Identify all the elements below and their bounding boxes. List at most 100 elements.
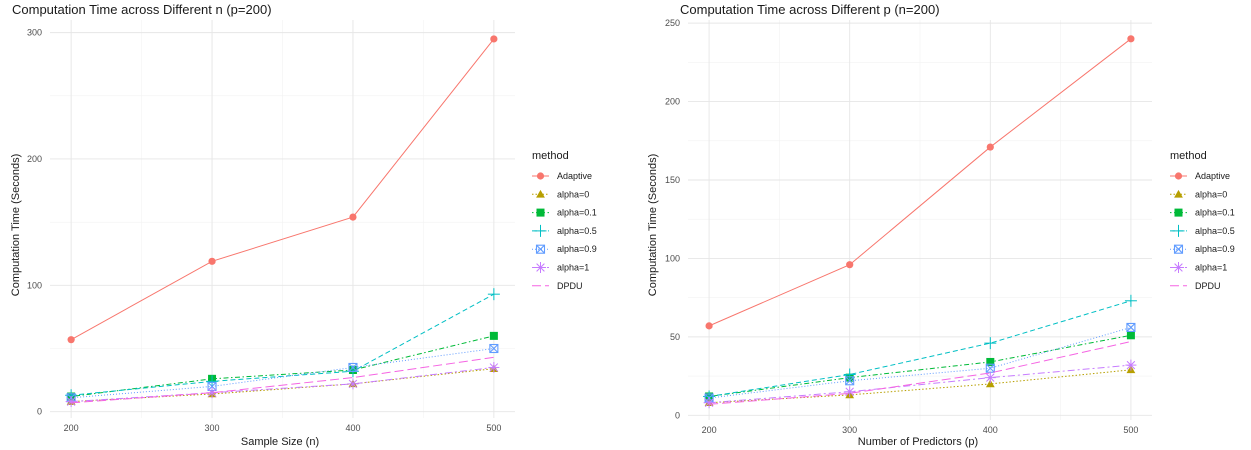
series-dpdu — [709, 341, 1132, 405]
x-tick-label: 200 — [702, 425, 717, 435]
data-point-box — [348, 362, 358, 373]
legend-label: alpha=0 — [557, 189, 589, 199]
series-line — [708, 38, 1132, 327]
legend-item: alpha=0.9 — [1170, 244, 1235, 254]
data-point — [846, 261, 854, 269]
legend-label: alpha=1 — [1195, 263, 1227, 273]
legend-label: alpha=0.9 — [1195, 244, 1235, 254]
series-alpha-0-5 — [703, 294, 1137, 403]
legend-label: Adaptive — [557, 171, 592, 181]
legend-key-marker-d2 — [536, 244, 545, 254]
data-point — [489, 331, 498, 340]
y-tick-label: 100 — [27, 280, 42, 290]
legend-key-marker-box — [1173, 244, 1184, 254]
tick-labels-left: 200 300 400 500 0 100 200 300 — [27, 28, 501, 433]
data-point — [348, 362, 358, 373]
data-point — [1127, 35, 1135, 43]
data-point — [488, 361, 500, 373]
data-point — [349, 213, 357, 221]
data-point — [487, 288, 500, 301]
legend-key-marker — [535, 262, 546, 273]
x-tick-label: 500 — [1123, 425, 1138, 435]
series-adaptive — [67, 35, 498, 344]
legend-key-marker — [536, 189, 545, 198]
y-tick-label: 100 — [665, 253, 680, 263]
legend-key-marker-box — [535, 244, 546, 254]
data-point — [986, 143, 994, 151]
legend-title-right: method — [1170, 150, 1207, 162]
legend-item: alpha=0 — [1170, 189, 1227, 199]
data-point-ray — [1126, 360, 1136, 370]
gridlines-left — [50, 20, 515, 418]
data-point-d2 — [489, 344, 499, 353]
series-line — [709, 334, 1132, 397]
gridlines-right — [688, 20, 1152, 420]
data-point-d2 — [207, 382, 217, 391]
legend-item: alpha=1 — [532, 262, 589, 273]
data-point-d2 — [985, 363, 995, 373]
chart-panel-right: Computation Time across Different p (n=2… — [647, 2, 1207, 448]
data-point — [984, 372, 996, 384]
chart-title-right: Computation Time across Different p (n=2… — [680, 2, 940, 17]
legend-key-marker — [1174, 189, 1183, 198]
legend-key-marker — [1174, 172, 1183, 180]
data-point-box — [489, 343, 499, 354]
series-line — [71, 356, 494, 404]
legend-key-marker-ray — [536, 263, 545, 272]
legend-key-marker — [536, 208, 545, 217]
y-axis-label-right: Computation Time (Seconds) — [647, 154, 659, 296]
legend-label: Adaptive — [1195, 171, 1230, 181]
legend-key-marker — [534, 224, 547, 237]
legend-key-marker — [536, 172, 545, 180]
legend-item: Adaptive — [532, 171, 592, 181]
series-line — [709, 364, 1131, 404]
data-point — [844, 386, 856, 398]
data-point — [347, 378, 359, 390]
data-point — [845, 376, 855, 386]
x-axis-label-left: Sample Size (n) — [241, 436, 319, 448]
tick-labels-right: 200 300 400 500 0 50 100 150 200 250 — [665, 18, 1138, 435]
legend-key-marker — [1174, 208, 1183, 217]
series-adaptive — [705, 35, 1135, 330]
y-axis-label-left: Computation Time (Seconds) — [10, 154, 22, 296]
legend-right: Adaptive alpha=0 alpha=0.1 alpha=0.5 alpha=0… — [1170, 171, 1235, 291]
series-line — [71, 293, 495, 396]
data-point — [67, 336, 75, 344]
legend-label: DPDU — [1195, 281, 1221, 291]
data-point — [65, 396, 77, 408]
legend-label: alpha=0.5 — [557, 226, 597, 236]
data-point-ray — [207, 388, 217, 397]
data-point — [206, 375, 219, 388]
data-point — [490, 35, 498, 43]
legend-label: alpha=0 — [1195, 189, 1227, 199]
legend-key-marker — [1173, 262, 1184, 273]
series-line — [709, 341, 1132, 405]
legend-item: DPDU — [532, 281, 583, 291]
plot-area-left: 200 300 400 500 0 100 200 300 — [27, 20, 515, 433]
data-point-box — [845, 376, 855, 386]
y-tick-label: 200 — [27, 154, 42, 164]
legend-label: alpha=0.5 — [1195, 226, 1235, 236]
x-tick-label: 300 — [205, 423, 220, 433]
data-point — [208, 257, 216, 265]
series-line — [71, 335, 494, 398]
legend-item: alpha=0.5 — [532, 224, 597, 237]
legend-title-left: method — [532, 150, 569, 162]
plot-area-right: 200 300 400 500 0 50 100 150 200 250 — [665, 18, 1152, 435]
series-line — [71, 366, 494, 403]
data-point — [1126, 331, 1135, 340]
data-point-d2 — [1126, 323, 1136, 332]
chart-panel-left: Computation Time across Different n (p=2… — [10, 2, 569, 448]
series-line — [71, 348, 494, 399]
x-axis-label-right: Number of Predictors (p) — [858, 436, 978, 448]
data-point — [843, 368, 856, 381]
legend-item: alpha=1 — [1170, 262, 1227, 273]
data-point — [1126, 322, 1136, 333]
legend-item: alpha=0 — [532, 189, 589, 199]
legend-item: alpha=0.9 — [532, 244, 597, 254]
data-point-ray — [489, 363, 499, 372]
y-tick-label: 250 — [665, 18, 680, 28]
legend-key-marker — [1173, 244, 1184, 254]
series-dpdu — [71, 356, 494, 404]
